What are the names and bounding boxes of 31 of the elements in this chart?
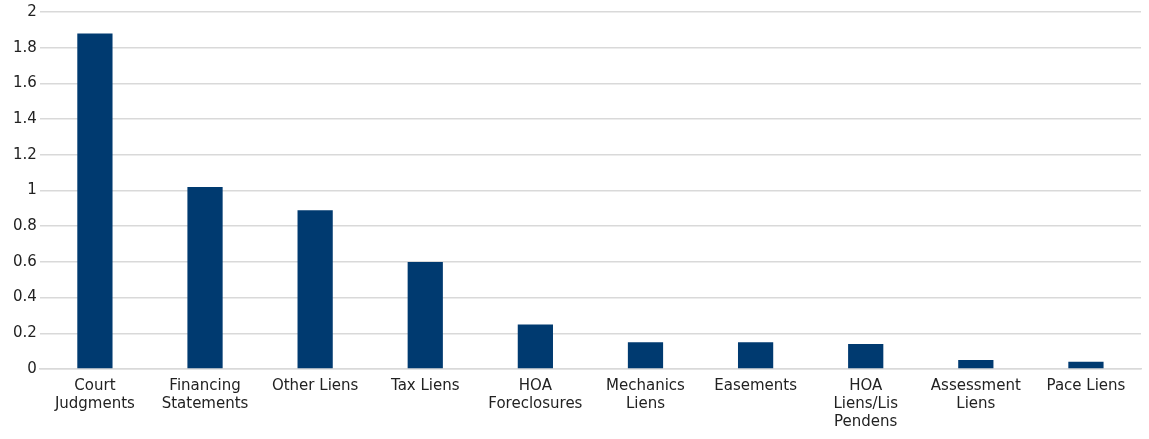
x-tick-label: Financing Statements (161, 375, 249, 412)
bar (77, 33, 113, 369)
x-tick-label: Pace Liens (1046, 375, 1126, 394)
bar (407, 261, 443, 369)
y-tick-label: 1.4 (13, 108, 37, 127)
y-tick-label: 1.8 (13, 37, 37, 56)
x-tick-label: Mechanics Liens (606, 375, 686, 412)
bar (958, 360, 994, 369)
y-tick-label: 0.6 (13, 251, 37, 270)
bar (187, 186, 223, 369)
y-tick-label: 1 (27, 180, 37, 199)
bar (297, 210, 333, 369)
bar (517, 324, 553, 369)
x-tick-label: Assessment Liens (930, 375, 1021, 412)
y-tick-label: 0.4 (13, 287, 37, 306)
y-tick-label: 1.2 (13, 144, 37, 163)
bar (627, 342, 664, 369)
y-tick-label: 2 (27, 1, 37, 20)
y-tick-label: 0.8 (13, 216, 37, 235)
x-tick-label: Easements (714, 375, 798, 394)
x-tick-label: HOA Liens/Lis Pendens (833, 375, 899, 430)
y-tick-label: 0.2 (13, 323, 37, 342)
y-tick-label: 0 (27, 358, 37, 377)
bar (737, 342, 774, 369)
bar (848, 344, 884, 369)
x-tick-label: HOA Foreclosures (488, 375, 583, 412)
x-tick-label: Tax Liens (389, 375, 460, 394)
x-tick-label: Court Judgments (53, 375, 136, 412)
bar (1068, 361, 1104, 369)
x-tick-label: Other Liens (271, 375, 359, 394)
y-tick-label: 1.6 (13, 73, 37, 92)
